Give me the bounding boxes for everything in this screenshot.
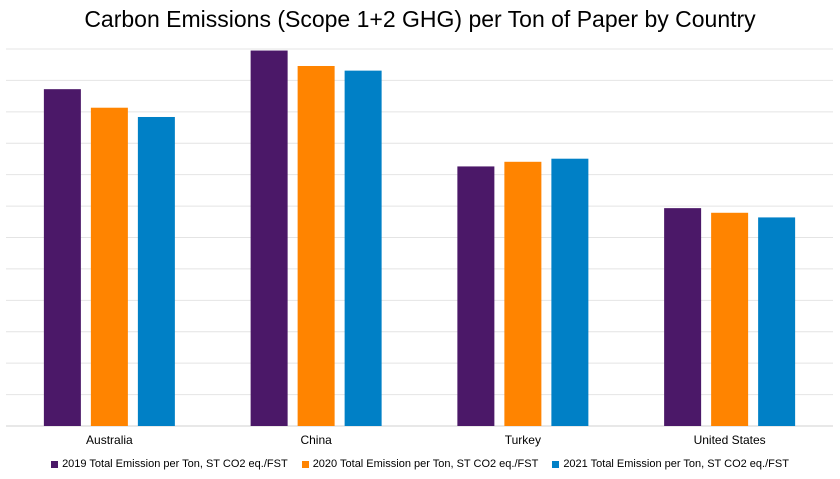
x-tick-label: China [300,433,332,447]
x-tick-label: Turkey [505,433,541,447]
legend: 2019 Total Emission per Ton, ST CO2 eq./… [0,458,840,470]
legend-label: 2019 Total Emission per Ton, ST CO2 eq./… [62,458,288,470]
legend-swatch [301,460,309,468]
bar-china-series-3 [344,70,382,426]
legend-label: 2020 Total Emission per Ton, ST CO2 eq./… [312,458,539,470]
bar-united-states-series-2 [711,212,749,426]
x-tick-label: Australia [86,433,133,447]
legend-item-3: 2021 Total Emission per Ton, ST CO2 eq./… [552,458,789,470]
bar-turkey-series-1 [457,166,495,427]
legend-item-2: 2020 Total Emission per Ton, ST CO2 eq./… [301,458,539,470]
legend-item-1: 2019 Total Emission per Ton, ST CO2 eq./… [51,458,288,470]
legend-label: 2021 Total Emission per Ton, ST CO2 eq./… [563,458,789,470]
bars [43,50,796,427]
bar-turkey-series-2 [504,161,542,426]
x-axis: Australia China Turkey United States [86,433,766,447]
bar-united-states-series-1 [664,208,702,426]
legend-swatch [51,460,59,468]
bar-united-states-series-3 [758,217,796,426]
bar-turkey-series-3 [551,158,589,427]
legend-swatch [552,460,560,468]
bar-china-series-1 [250,50,288,427]
bar-australia-series-3 [137,116,175,426]
bar-china-series-2 [297,65,335,426]
gridlines [6,48,833,427]
x-tick-label: United States [694,433,766,447]
bar-australia-series-2 [90,107,128,427]
chart-title: Carbon Emissions (Scope 1+2 GHG) per Ton… [84,6,756,32]
bar-australia-series-1 [43,89,81,427]
